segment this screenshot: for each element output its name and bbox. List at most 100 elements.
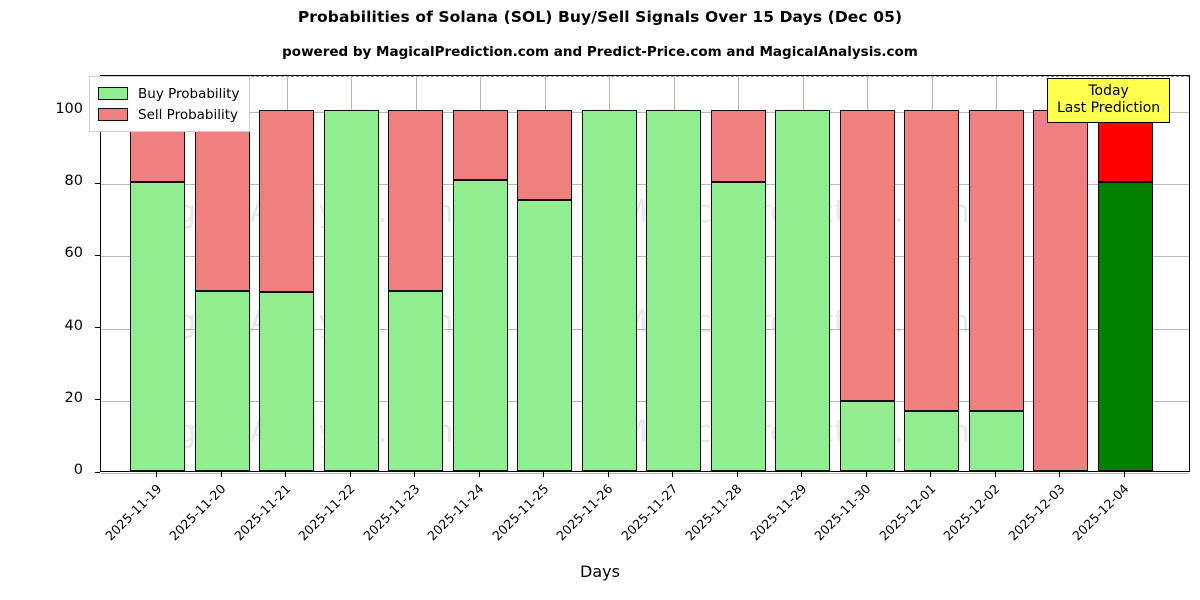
x-tick-label: 2025-11-27 xyxy=(617,481,681,544)
x-tick-mark xyxy=(220,472,222,477)
bar-segment-buy[interactable] xyxy=(388,290,443,471)
bar-group[interactable] xyxy=(1033,74,1088,471)
x-tick-label: 2025-12-03 xyxy=(1004,481,1068,544)
bar-segment-buy[interactable] xyxy=(710,182,766,471)
bar-group[interactable] xyxy=(904,74,959,471)
bar-group[interactable] xyxy=(452,74,508,471)
y-tick-label: 20 xyxy=(64,389,83,406)
x-tick-mark xyxy=(285,472,287,477)
x-tick-label: 2025-11-30 xyxy=(811,481,874,544)
x-tick-mark xyxy=(607,472,609,477)
bar-group[interactable] xyxy=(968,74,1024,471)
x-tick-mark xyxy=(156,472,158,477)
x-tick-label: 2025-11-22 xyxy=(295,481,358,544)
legend-item-buy: Buy Probability xyxy=(98,83,239,104)
bar-segment-buy[interactable] xyxy=(452,180,508,471)
plot-inner: MagicalAnalysis.comMagicalPrediction.com… xyxy=(101,74,1189,474)
legend-label-buy: Buy Probability xyxy=(138,85,240,102)
x-tick-mark xyxy=(1059,472,1061,477)
x-tick-label: 2025-11-19 xyxy=(101,481,165,544)
bar-segment-buy[interactable] xyxy=(517,200,572,471)
page-title: Probabilities of Solana (SOL) Buy/Sell S… xyxy=(297,8,903,26)
bar-segment-sell[interactable] xyxy=(968,110,1024,412)
bar-segment-sell[interactable] xyxy=(839,110,895,401)
bar-group[interactable] xyxy=(775,74,830,471)
y-tick-mark xyxy=(95,471,100,473)
today-annotation-line2: Last Prediction xyxy=(1057,100,1161,117)
y-gridline xyxy=(101,473,1189,474)
x-tick-label: 2025-11-23 xyxy=(359,481,423,544)
x-tick-label: 2025-11-21 xyxy=(230,481,294,544)
bar-segment-sell[interactable] xyxy=(904,110,959,412)
chart-subtitle: powered by MagicalPrediction.com and Pre… xyxy=(282,44,918,60)
y-tick-mark xyxy=(95,399,100,401)
y-gridline xyxy=(101,400,1189,402)
today-annotation: Today Last Prediction xyxy=(1047,78,1171,124)
bar-segment-buy[interactable] xyxy=(646,110,701,471)
bar-segment-buy[interactable] xyxy=(323,110,379,471)
x-tick-mark xyxy=(930,472,932,477)
bar-segment-buy[interactable] xyxy=(259,292,314,471)
x-tick-mark xyxy=(865,472,867,477)
bar-segment-buy[interactable] xyxy=(839,400,895,471)
x-tick-mark xyxy=(736,472,738,477)
x-tick-label: 2025-11-29 xyxy=(746,481,810,544)
bar-segment-sell[interactable] xyxy=(194,110,250,291)
bar-group[interactable] xyxy=(710,74,766,471)
bar-group[interactable] xyxy=(646,74,701,471)
x-axis-label: Days xyxy=(580,562,620,581)
bar-group[interactable] xyxy=(323,74,379,471)
bar-segment-buy[interactable] xyxy=(775,110,830,471)
reference-dashed-line xyxy=(101,76,1189,77)
x-tick-label: 2025-12-01 xyxy=(875,481,939,544)
y-gridline xyxy=(101,328,1189,330)
x-tick-mark xyxy=(801,472,803,477)
bar-group[interactable] xyxy=(517,74,572,471)
y-tick-label: 0 xyxy=(73,462,83,478)
bar-group[interactable] xyxy=(194,74,250,471)
x-tick-mark xyxy=(543,472,545,477)
bar-group[interactable] xyxy=(581,74,637,471)
chart-legend: Buy Probability Sell Probability xyxy=(89,76,251,132)
bar-segment-buy[interactable] xyxy=(968,411,1024,471)
bar-segment-buy[interactable] xyxy=(130,182,185,471)
bar-group[interactable] xyxy=(259,74,314,471)
bar-segment-buy[interactable] xyxy=(1097,182,1153,471)
x-tick-label: 2025-11-20 xyxy=(166,481,229,544)
bar-group[interactable] xyxy=(388,74,443,471)
legend-item-sell: Sell Probability xyxy=(98,104,239,125)
x-tick-label: 2025-11-28 xyxy=(682,481,745,544)
bar-segment-buy[interactable] xyxy=(581,110,637,471)
bar-segment-sell[interactable] xyxy=(259,110,314,293)
bar-group-today[interactable] xyxy=(1097,74,1153,471)
y-gridline xyxy=(101,256,1189,258)
x-tick-mark xyxy=(414,472,416,477)
x-tick-label: 2025-11-26 xyxy=(553,481,616,544)
x-tick-label: 2025-12-04 xyxy=(1069,481,1132,544)
y-tick-mark xyxy=(95,254,100,257)
bar-segment-sell[interactable] xyxy=(517,110,572,201)
bar-segment-buy[interactable] xyxy=(904,411,959,471)
bar-segment-sell[interactable] xyxy=(388,110,443,291)
bar-group[interactable] xyxy=(130,74,185,471)
y-tick-label: 100 xyxy=(55,101,83,118)
y-tick-mark xyxy=(95,327,100,329)
bar-segment-sell[interactable] xyxy=(710,110,766,183)
x-tick-mark xyxy=(1123,472,1125,477)
y-tick-label: 80 xyxy=(64,173,83,190)
x-tick-label: 2025-12-02 xyxy=(940,481,1003,544)
bar-segment-buy[interactable] xyxy=(194,290,250,471)
y-tick-label: 60 xyxy=(64,245,83,262)
y-gridline xyxy=(101,184,1189,186)
y-tick-mark xyxy=(95,182,100,184)
today-annotation-line1: Today xyxy=(1088,83,1129,99)
x-tick-mark xyxy=(672,472,674,477)
bar-segment-sell[interactable] xyxy=(452,110,508,181)
bar-group[interactable] xyxy=(839,74,895,471)
x-tick-label: 2025-11-25 xyxy=(488,481,552,544)
legend-swatch-buy-icon xyxy=(98,87,128,100)
x-tick-mark xyxy=(349,472,351,477)
legend-label-sell: Sell Probability xyxy=(138,106,239,123)
bar-segment-sell[interactable] xyxy=(1033,110,1088,471)
